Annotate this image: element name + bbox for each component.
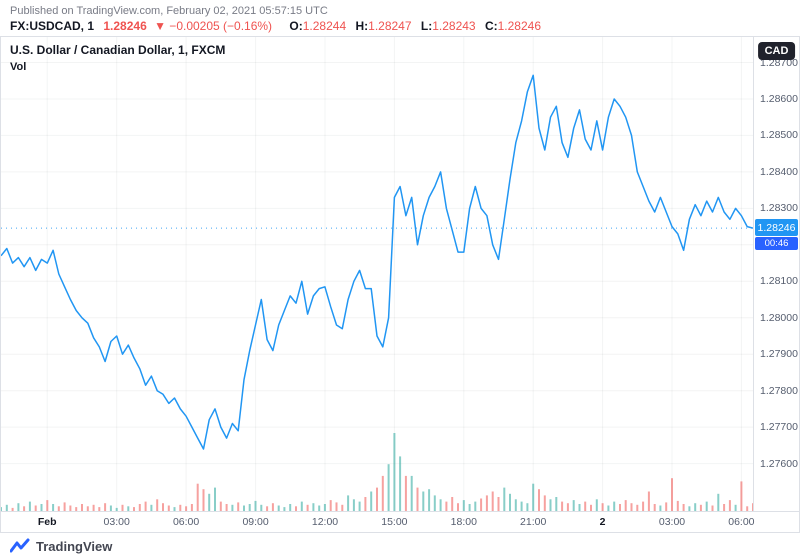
price-tick-label: 1.28500	[760, 129, 798, 142]
price-tick-label: 1.27800	[760, 384, 798, 397]
price-change: ▼ −0.00205 (−0.16%)	[154, 19, 273, 33]
price-line-chart	[1, 37, 753, 511]
topbar: Published on TradingView.com, February 0…	[0, 0, 800, 36]
footer: TradingView	[0, 533, 800, 559]
published-note: Published on TradingView.com, February 0…	[10, 5, 328, 17]
price-tick-label: 1.27700	[760, 421, 798, 434]
price-tick-label: 1.28100	[760, 275, 798, 288]
ohlc-close: C:1.28246	[485, 19, 541, 33]
ohlc-open-label: O:	[289, 19, 303, 33]
bar-countdown-badge: 00:46	[755, 237, 798, 251]
price-axis[interactable]: CAD 1.28246 00:46 1.28700 1.28600 1.28500 1…	[753, 37, 799, 511]
ohlc-high-value: 1.28247	[368, 19, 412, 33]
ohlc-close-value: 1.28246	[497, 19, 542, 33]
time-tick-label: 03:00	[658, 516, 686, 528]
price-tick-label: 1.28300	[760, 202, 798, 215]
time-tick-label: 2	[599, 516, 606, 528]
ohlc-low-value: 1.28243	[432, 19, 476, 33]
ohlc-low: L:1.28243	[421, 19, 476, 33]
time-tick-label: 06:00	[172, 516, 200, 528]
tradingview-logo-icon[interactable]	[10, 538, 30, 554]
price-tick-label: 1.28600	[760, 92, 798, 105]
ohlc-high: H:1.28247	[355, 19, 411, 33]
time-axis[interactable]: Feb 03:00 06:00 09:00 12:00 15:00 18:00 21:00 2 0…	[1, 511, 799, 532]
chart-legend: U.S. Dollar / Canadian Dollar, 1, FXCM	[10, 43, 226, 57]
ohlc-low-label: L:	[420, 19, 433, 33]
price-tick-label: 1.27900	[760, 348, 798, 361]
symbol-link[interactable]: FX:USDCAD, 1	[10, 19, 95, 33]
ohlc-high-label: H:	[355, 19, 369, 33]
quote-line: FX:USDCAD, 1 1.28246 ▼ −0.00205 (−0.16%)…	[10, 18, 790, 35]
chart-plot[interactable]: U.S. Dollar / Canadian Dollar, 1, FXCM V…	[1, 37, 753, 511]
time-tick-label: 06:00	[728, 516, 755, 528]
ohlc-open: O:1.28244	[289, 19, 346, 33]
price-tick-label: 1.28000	[760, 311, 798, 324]
time-tick-label: 21:00	[520, 516, 547, 528]
price-tick-label: 1.28400	[760, 165, 798, 178]
brand-name[interactable]: TradingView	[36, 538, 113, 554]
time-tick-label: 18:00	[450, 516, 477, 528]
time-tick-label: 12:00	[311, 516, 339, 528]
price-tick-label: 1.27600	[760, 457, 798, 470]
time-tick-label: 03:00	[103, 516, 130, 528]
last-price-badge: 1.28246	[755, 219, 798, 237]
time-tick-label: 09:00	[242, 516, 269, 528]
ohlc-open-value: 1.28244	[302, 19, 347, 33]
last-price-text: 1.28246	[103, 19, 147, 33]
volume-study-label: Vol	[10, 61, 27, 73]
time-tick-label: 15:00	[381, 516, 408, 528]
chart-frame: U.S. Dollar / Canadian Dollar, 1, FXCM V…	[0, 36, 800, 533]
currency-toggle-button[interactable]: CAD	[757, 42, 796, 60]
ohlc-close-label: C:	[484, 19, 498, 33]
time-tick-label: Feb	[37, 516, 57, 528]
